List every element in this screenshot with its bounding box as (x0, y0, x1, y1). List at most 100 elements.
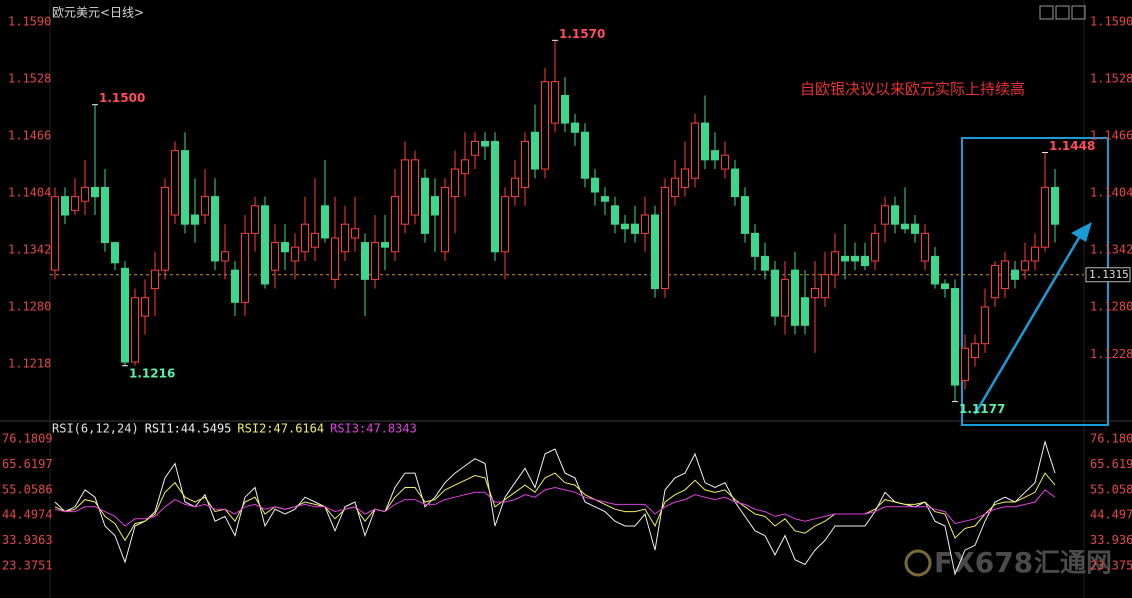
button-maximize[interactable] (1071, 5, 1086, 20)
rsi-y2-tick-label: 76.1809 (1090, 431, 1132, 445)
rsi-y2-tick-label: 55.0586 (1090, 482, 1132, 496)
button-restore[interactable] (1055, 5, 1070, 20)
candle-body (671, 177, 679, 198)
legend-title: RSI(6,12,24) (52, 422, 139, 436)
candle-body (151, 269, 159, 290)
rsi-y2-tick-label: 33.9363 (1090, 533, 1132, 547)
candle-body (361, 242, 369, 280)
candle-body (121, 267, 129, 363)
y-tick-label: 1.1466 (8, 128, 51, 142)
watermark-site: 汇通网 (1034, 549, 1112, 579)
candle-body (111, 242, 119, 264)
watermark-logo (904, 549, 932, 577)
candle-body (271, 242, 279, 271)
candle-body (1021, 260, 1029, 271)
last-price-label: 1.1315 (1089, 268, 1129, 281)
candle-body (661, 186, 669, 290)
candle-body (951, 288, 959, 386)
candle-body (921, 232, 929, 262)
candle-body (401, 159, 409, 225)
y2-tick-label: 1.1228 (1090, 347, 1132, 361)
rsi-tick-label: 23.3751 (2, 558, 53, 572)
y-tick-label: 1.1404 (8, 185, 51, 199)
y2-tick-label: 1.1590 (1090, 14, 1132, 28)
candle-body (501, 196, 509, 253)
rsi-tick-label: 55.0586 (2, 482, 53, 496)
candle-body (781, 278, 789, 317)
candle-body (941, 283, 949, 290)
candle-body (481, 140, 489, 147)
low-label: 1.1177 (959, 402, 1005, 416)
candle-body (351, 228, 359, 239)
candle-body (321, 205, 329, 239)
y-tick-label: 1.1280 (8, 299, 51, 313)
candle-body (261, 205, 269, 285)
legend-entry: RSI1:44.5495 (145, 422, 232, 436)
candle-body (581, 131, 589, 179)
candle-body (691, 122, 699, 179)
candle-body (471, 140, 479, 156)
candle-body (651, 214, 659, 290)
candle-body (131, 297, 139, 363)
y-tick-label: 1.1528 (8, 71, 51, 85)
candle-body (161, 186, 169, 271)
rsi-tick-label: 33.9363 (2, 533, 53, 547)
candle-body (341, 223, 349, 253)
candle-body (451, 168, 459, 198)
y2-tick-label: 1.1528 (1090, 71, 1132, 85)
candle-body (811, 288, 819, 299)
candle-body (601, 196, 609, 202)
candle-body (831, 251, 839, 276)
y2-tick-label: 1.1342 (1090, 242, 1132, 256)
candle-body (571, 122, 579, 133)
arrow-head (1071, 222, 1092, 242)
candle-body (541, 81, 549, 170)
candle-body (1041, 186, 1049, 248)
candle-body (961, 347, 969, 381)
candle-body (231, 269, 239, 303)
candle-body (181, 150, 189, 225)
candle-body (301, 223, 309, 253)
candle-body (731, 168, 739, 198)
candle-body (521, 140, 529, 188)
candle-body (91, 186, 99, 198)
rsi-line (54, 486, 1056, 527)
candle-body (721, 154, 729, 170)
candle-body (611, 205, 619, 225)
rsi-line (54, 439, 1056, 576)
candle-body (621, 223, 629, 230)
candle-body (591, 177, 599, 193)
candle-body (841, 255, 849, 262)
rsi-tick-label: 76.1809 (2, 431, 53, 445)
candle-body (251, 205, 259, 234)
candle-body (991, 265, 999, 299)
candle-body (631, 223, 639, 234)
candle-body (101, 186, 109, 244)
candle-body (751, 232, 759, 257)
candle-body (461, 159, 469, 175)
window-buttons (1039, 5, 1086, 20)
candle-body (881, 205, 889, 225)
candle-body (171, 150, 179, 216)
high-label: 1.1500 (99, 91, 145, 105)
candle-body (761, 255, 769, 271)
candle-body (221, 251, 229, 262)
candle-body (561, 94, 569, 124)
candle-body (1001, 260, 1009, 290)
watermark: FX678 汇通网 (904, 546, 1112, 579)
high-label: 1.1448 (1049, 139, 1095, 153)
candle-body (891, 205, 899, 225)
y-tick-label: 1.1342 (8, 242, 51, 256)
candle-body (51, 196, 59, 271)
y2-tick-label: 1.1404 (1090, 185, 1132, 199)
candle-body (901, 223, 909, 230)
last-price-box (1085, 267, 1131, 283)
watermark-brand: FX678 (934, 546, 1033, 579)
candle-body (61, 196, 69, 216)
candle-body (681, 168, 689, 188)
candle-body (851, 255, 859, 262)
button-minimize[interactable] (1039, 5, 1054, 20)
high-label: 1.1570 (559, 27, 605, 41)
candle-body (971, 343, 979, 358)
candle-body (641, 214, 649, 234)
